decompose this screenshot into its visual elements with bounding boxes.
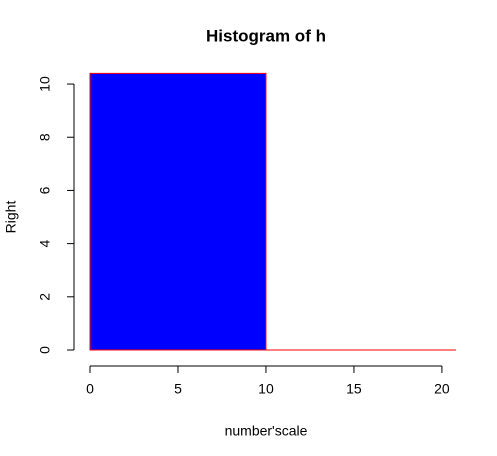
y-tick-label: 4	[37, 240, 53, 248]
x-tick-label: 20	[434, 381, 450, 397]
x-tick-label: 10	[258, 381, 274, 397]
x-axis-label: number'scale	[225, 423, 308, 439]
y-tick-label: 10	[37, 76, 53, 92]
chart-title: Histogram of h	[206, 26, 326, 45]
bar	[89, 72, 267, 351]
x-tick-label: 15	[346, 381, 362, 397]
y-axis-label: Right	[3, 201, 19, 234]
x-tick-label: 0	[86, 381, 94, 397]
y-tick-label: 0	[37, 346, 53, 354]
y-tick-label: 2	[37, 293, 53, 301]
y-tick-label: 8	[37, 133, 53, 141]
y-tick-label: 6	[37, 186, 53, 194]
x-tick-label: 5	[174, 381, 182, 397]
